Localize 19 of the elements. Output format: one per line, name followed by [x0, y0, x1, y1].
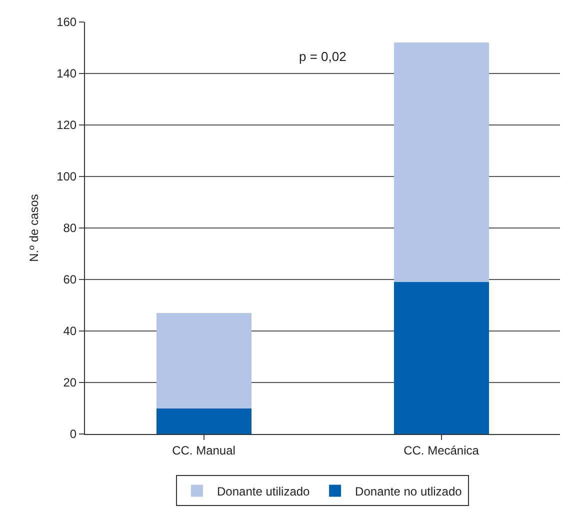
y-tick-label: 80 — [63, 221, 77, 236]
y-tick-label: 40 — [63, 324, 77, 338]
legend-label: Donante no utlizado — [355, 484, 462, 498]
y-tick-label: 20 — [63, 376, 77, 390]
x-tick-label: CC. Mecánica — [404, 443, 480, 458]
annotation: p = 0,02 — [299, 49, 346, 64]
y-tick-label: 0 — [70, 427, 77, 442]
x-tick-label: CC. Manual — [172, 443, 236, 458]
bar — [156, 312, 252, 408]
y-tick-label: 140 — [56, 66, 77, 81]
y-tick-label: 120 — [56, 118, 77, 132]
y-axis-title: N.º de casos — [26, 194, 41, 262]
bar — [156, 408, 252, 434]
bar — [394, 282, 489, 434]
y-tick-label: 100 — [56, 170, 77, 184]
legend-label: Donante utilizado — [217, 484, 310, 498]
bar — [394, 42, 489, 282]
y-tick-label: 160 — [56, 15, 77, 30]
y-tick-label: 60 — [63, 272, 77, 287]
